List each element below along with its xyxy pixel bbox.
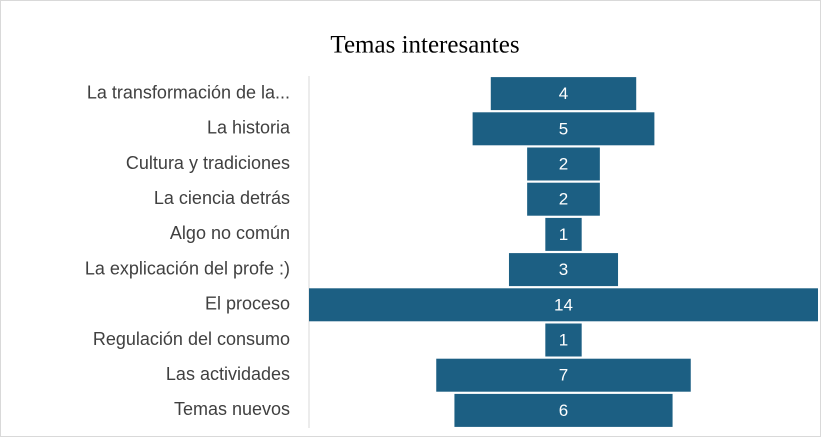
data-label: 2 [559, 154, 568, 173]
chart-title: Temas interesantes [330, 32, 519, 59]
category-label: El proceso [205, 294, 290, 314]
category-label: La historia [207, 118, 291, 138]
bar [454, 393, 673, 427]
category-label: Algo no común [170, 223, 290, 243]
data-label: 7 [559, 366, 568, 385]
category-label: La ciencia detrás [154, 188, 290, 208]
data-label: 5 [559, 119, 568, 138]
data-label: 1 [559, 225, 568, 244]
bar [545, 217, 582, 251]
category-label: Cultura y tradiciones [126, 153, 290, 173]
category-label: Temas nuevos [174, 399, 290, 419]
bar [490, 77, 637, 111]
data-label: 6 [559, 401, 568, 420]
bar [527, 147, 600, 181]
data-label: 14 [554, 295, 573, 314]
data-label: 1 [559, 330, 568, 349]
category-label: Regulación del consumo [93, 329, 290, 349]
category-label: Las actividades [166, 364, 290, 384]
bar [472, 112, 655, 146]
category-label: La transformación de la... [87, 82, 290, 102]
category-label: La explicación del profe :) [85, 258, 290, 278]
data-label: 4 [559, 84, 568, 103]
bar [309, 288, 818, 322]
bar [508, 253, 619, 287]
bar [545, 323, 582, 357]
bar [436, 358, 691, 392]
data-label: 2 [559, 190, 568, 209]
bar [527, 182, 600, 216]
data-label: 3 [559, 260, 568, 279]
